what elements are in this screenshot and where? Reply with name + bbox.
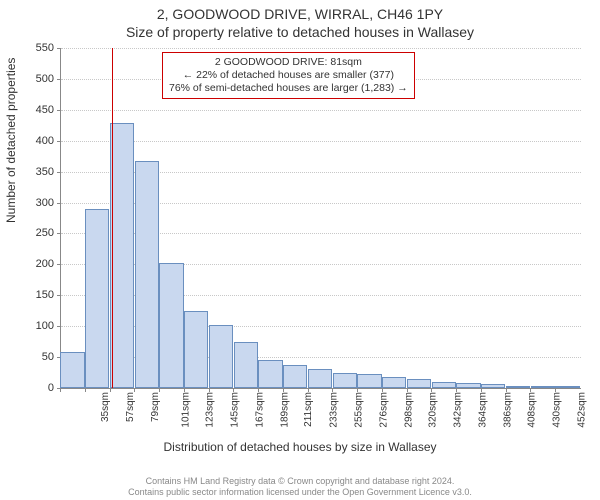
histogram-bar [531, 386, 555, 388]
xtick-mark [308, 388, 309, 392]
xtick-mark [530, 388, 531, 392]
ytick-label: 500 [24, 73, 54, 85]
xtick-label: 342sqm [453, 392, 464, 428]
histogram-bar [60, 352, 84, 388]
xtick-mark [382, 388, 383, 392]
histogram-bar [283, 365, 307, 388]
chart-container: 2, GOODWOOD DRIVE, WIRRAL, CH46 1PY Size… [0, 0, 600, 500]
xtick-label: 298sqm [403, 392, 414, 428]
histogram-bar [456, 383, 480, 388]
histogram-bar [135, 161, 159, 388]
ytick-label: 300 [24, 197, 54, 209]
ytick-label: 50 [24, 351, 54, 363]
xtick-label: 320sqm [428, 392, 439, 428]
xtick-mark [506, 388, 507, 392]
histogram-bar [357, 374, 381, 388]
xtick-label: 189sqm [279, 392, 290, 428]
xtick-label: 386sqm [502, 392, 513, 428]
ytick-label: 250 [24, 227, 54, 239]
ytick-label: 200 [24, 258, 54, 270]
chart-title-line1: 2, GOODWOOD DRIVE, WIRRAL, CH46 1PY [0, 6, 600, 22]
histogram-bar [382, 377, 406, 388]
histogram-bar [308, 369, 332, 388]
ytick-label: 100 [24, 320, 54, 332]
xtick-label: 101sqm [180, 392, 191, 428]
ytick-label: 350 [24, 166, 54, 178]
xtick-mark [283, 388, 284, 392]
x-axis-label: Distribution of detached houses by size … [0, 440, 600, 454]
xtick-mark [85, 388, 86, 392]
xtick-label: 408sqm [527, 392, 538, 428]
histogram-bar [234, 342, 258, 388]
xtick-label: 430sqm [552, 392, 563, 428]
xtick-label: 255sqm [354, 392, 365, 428]
histogram-bar [481, 384, 505, 388]
xtick-mark [60, 388, 61, 392]
xtick-label: 167sqm [255, 392, 266, 428]
ytick-label: 150 [24, 289, 54, 301]
xtick-mark [258, 388, 259, 392]
histogram-bar [333, 373, 357, 388]
xtick-label: 211sqm [303, 392, 314, 427]
xtick-label: 145sqm [230, 392, 241, 428]
ytick-label: 0 [24, 382, 54, 394]
xtick-mark [357, 388, 358, 392]
xtick-label: 123sqm [205, 392, 216, 428]
xtick-mark [233, 388, 234, 392]
xtick-mark [332, 388, 333, 392]
xtick-mark [184, 388, 185, 392]
histogram-bar [110, 123, 134, 388]
xtick-mark [481, 388, 482, 392]
footer-line2: Contains public sector information licen… [0, 487, 600, 498]
xtick-mark [407, 388, 408, 392]
xtick-label: 35sqm [100, 392, 111, 422]
ytick-label: 550 [24, 42, 54, 54]
ytick-label: 400 [24, 135, 54, 147]
histogram-bar [258, 360, 282, 388]
y-axis-label: Number of detached properties [4, 58, 18, 223]
histogram-bar [506, 386, 530, 388]
histogram-bar [159, 263, 183, 388]
plot-area: 35sqm57sqm79sqm101sqm123sqm145sqm167sqm1… [60, 48, 580, 410]
chart-footer: Contains HM Land Registry data © Crown c… [0, 476, 600, 498]
histogram-bar [432, 382, 456, 388]
histogram-bar [209, 325, 233, 388]
histogram-bar [555, 386, 579, 388]
xtick-mark [209, 388, 210, 392]
annotation-line2: ← 22% of detached houses are smaller (37… [169, 69, 408, 82]
xtick-mark [431, 388, 432, 392]
footer-line1: Contains HM Land Registry data © Crown c… [0, 476, 600, 487]
xtick-mark [456, 388, 457, 392]
histogram-bar [85, 209, 109, 388]
xtick-label: 233sqm [329, 392, 340, 428]
annotation-box: 2 GOODWOOD DRIVE: 81sqm ← 22% of detache… [162, 52, 415, 99]
histogram-bar [407, 379, 431, 388]
xtick-label: 452sqm [576, 392, 587, 428]
xtick-label: 79sqm [150, 392, 161, 422]
histogram-bar [184, 311, 208, 388]
xtick-mark [110, 388, 111, 392]
xtick-label: 57sqm [125, 392, 136, 422]
chart-title-line2: Size of property relative to detached ho… [0, 24, 600, 40]
annotation-line1: 2 GOODWOOD DRIVE: 81sqm [169, 56, 408, 69]
ytick-label: 450 [24, 104, 54, 116]
annotation-line3: 76% of semi-detached houses are larger (… [169, 82, 408, 95]
xtick-label: 276sqm [378, 392, 389, 428]
xtick-mark [159, 388, 160, 392]
marker-line [112, 48, 113, 388]
xtick-mark [555, 388, 556, 392]
xtick-label: 364sqm [477, 392, 488, 428]
xtick-mark [134, 388, 135, 392]
chart-title-block: 2, GOODWOOD DRIVE, WIRRAL, CH46 1PY Size… [0, 0, 600, 40]
